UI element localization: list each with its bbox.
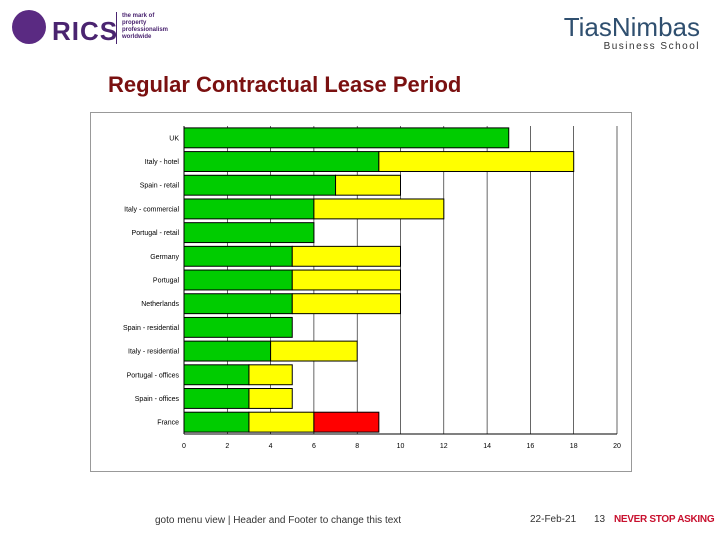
bar-segment [335,174,401,196]
footer-slogan: NEVER STOP ASKING [614,514,715,525]
bar-segment [313,198,445,220]
bar-segment [183,340,272,362]
x-tick-label: 2 [225,443,229,450]
category-label: Netherlands [141,301,179,308]
x-tick-label: 10 [397,443,405,450]
bar-segment [183,316,293,338]
x-tick-label: 14 [483,443,491,450]
category-label: Italy - commercial [124,206,179,213]
bar-segment [183,174,337,196]
slide-title: Regular Contractual Lease Period [108,72,462,97]
x-tick-label: 0 [182,443,186,450]
tias-prefix: Tias [563,12,612,42]
bar-segment [248,411,315,433]
footer-note: goto menu view | Header and Footer to ch… [155,515,402,526]
bar-segment [291,293,401,315]
category-label: Portugal - retail [132,230,180,237]
bar-segment [183,151,380,172]
bar-chart: UK Italy - hotel Spain - retail Italy - com… [123,126,621,450]
category-label: Italy - hotel [145,159,180,166]
bar-segment [248,388,293,409]
x-tick-label: 16 [527,443,535,450]
tias-nimbas-logo: TiasNimbas Business School [564,12,700,52]
x-tick-label: 4 [269,443,273,450]
category-label: Germany [150,254,179,261]
bar-segment [183,269,293,291]
rics-divider [116,12,117,44]
x-tick-label: 8 [355,443,359,450]
tias-sub: Business School [603,41,700,52]
x-tick-label: 18 [570,443,578,450]
bar-segment [183,411,250,433]
category-label: Italy - residential [128,349,179,356]
x-tick-label: 12 [440,443,448,450]
page-number: 13 [594,514,606,525]
rics-logo: RICS the mark of property professionalis… [12,8,172,48]
bar-segment [183,245,293,267]
bar-segment [378,151,575,172]
category-label: Spain - retail [140,183,180,190]
category-label: Portugal - offices [127,372,180,379]
bar-segment [291,245,401,267]
bar-segment [248,364,293,386]
rics-logo-text: RICS [52,16,119,46]
category-label: Spain - offices [135,396,180,403]
bar-segment [183,222,315,244]
tias-nimbas-name: TiasNimbas [564,12,700,43]
bar-segment [183,364,250,386]
x-tick-label: 20 [613,443,621,450]
bar-segment [183,198,315,220]
bar-segment [270,340,358,362]
footer-date: 22-Feb-21 [530,514,577,525]
x-tick-label: 6 [312,443,316,450]
category-label: UK [169,135,179,142]
chart-frame: UK Italy - hotel Spain - retail Italy - com… [90,112,632,472]
category-label: Spain - residential [123,325,179,332]
tias-suffix: Nimbas [611,12,700,42]
rics-tagline: the mark of property professionalism wor… [122,13,169,40]
category-label: Portugal [153,278,180,285]
bar-segment [183,127,510,149]
bar-segment [183,388,250,409]
bar-segment [183,293,293,315]
rics-emblem-icon [12,10,46,44]
bar-segment [313,411,380,433]
bar-segment [291,269,401,291]
category-label: France [157,420,179,427]
